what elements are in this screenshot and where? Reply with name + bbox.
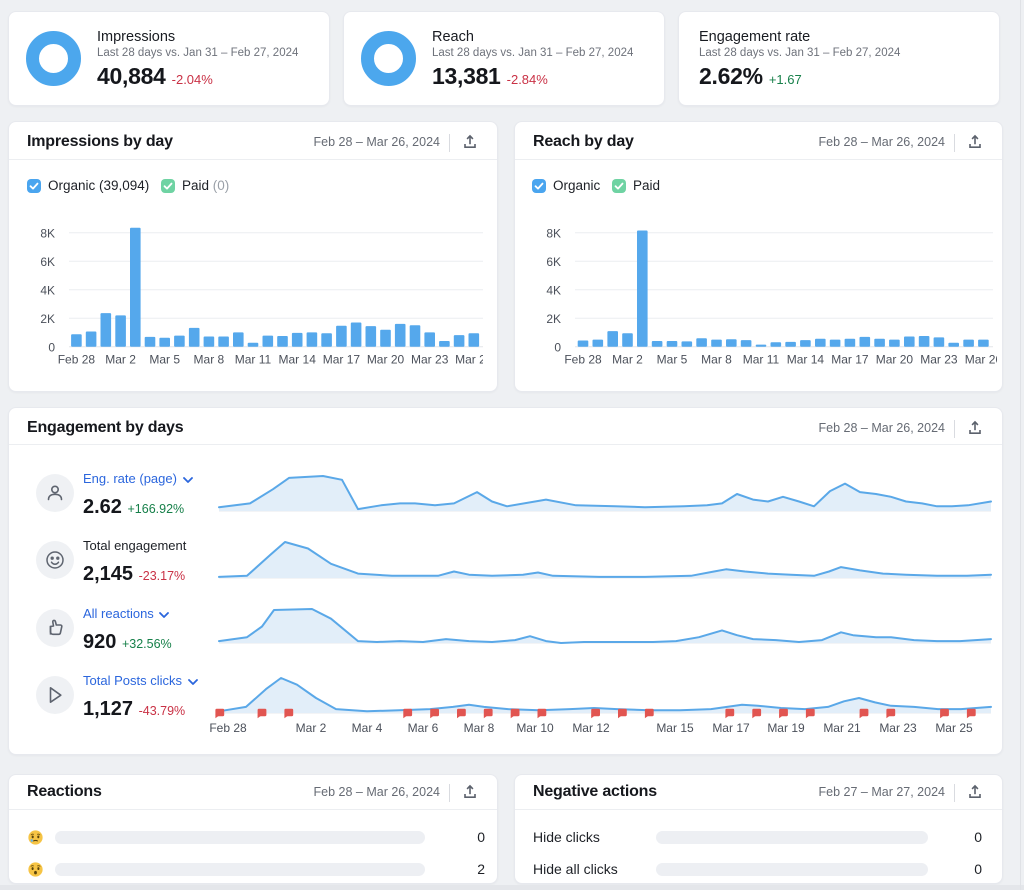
svg-text:Feb 28: Feb 28	[58, 353, 96, 367]
svg-text:8K: 8K	[546, 226, 561, 240]
svg-text:Mar 2: Mar 2	[105, 353, 136, 367]
svg-text:Mar 2: Mar 2	[296, 721, 327, 735]
svg-text:Mar 10: Mar 10	[516, 721, 554, 735]
svg-text:Mar 8: Mar 8	[194, 353, 225, 367]
svg-text:Mar 8: Mar 8	[701, 353, 732, 367]
svg-text:Mar 14: Mar 14	[279, 353, 317, 367]
svg-text:Feb 28: Feb 28	[209, 721, 247, 735]
svg-text:Mar 14: Mar 14	[787, 353, 825, 367]
svg-text:Mar 11: Mar 11	[743, 353, 780, 367]
svg-text:4K: 4K	[40, 283, 55, 297]
svg-text:Mar 26: Mar 26	[455, 353, 483, 367]
svg-text:Feb 28: Feb 28	[564, 353, 602, 367]
svg-text:Mar 25: Mar 25	[935, 721, 973, 735]
svg-text:Mar 12: Mar 12	[572, 721, 610, 735]
svg-text:4K: 4K	[546, 283, 561, 297]
svg-text:Mar 17: Mar 17	[712, 721, 750, 735]
svg-text:Mar 21: Mar 21	[823, 721, 861, 735]
svg-text:Mar 23: Mar 23	[920, 353, 958, 367]
svg-text:0: 0	[554, 340, 561, 354]
svg-text:Mar 26: Mar 26	[965, 353, 997, 367]
svg-text:2K: 2K	[40, 312, 55, 326]
svg-text:2K: 2K	[546, 312, 561, 326]
svg-text:Mar 6: Mar 6	[408, 721, 439, 735]
svg-text:Mar 17: Mar 17	[831, 353, 869, 367]
svg-text:0: 0	[48, 340, 55, 354]
svg-text:Mar 20: Mar 20	[876, 353, 914, 367]
svg-text:Mar 4: Mar 4	[352, 721, 383, 735]
svg-text:Mar 20: Mar 20	[367, 353, 405, 367]
svg-text:Mar 23: Mar 23	[411, 353, 449, 367]
svg-text:Mar 2: Mar 2	[612, 353, 643, 367]
svg-text:6K: 6K	[40, 255, 55, 269]
svg-text:Mar 8: Mar 8	[464, 721, 495, 735]
svg-text:8K: 8K	[40, 226, 55, 240]
svg-text:6K: 6K	[546, 255, 561, 269]
svg-text:Mar 15: Mar 15	[656, 721, 694, 735]
svg-text:Mar 5: Mar 5	[657, 353, 688, 367]
svg-text:Mar 19: Mar 19	[767, 721, 805, 735]
svg-text:Mar 5: Mar 5	[149, 353, 180, 367]
svg-text:Mar 23: Mar 23	[879, 721, 917, 735]
svg-text:Mar 17: Mar 17	[323, 353, 361, 367]
svg-text:Mar 11: Mar 11	[235, 353, 272, 367]
